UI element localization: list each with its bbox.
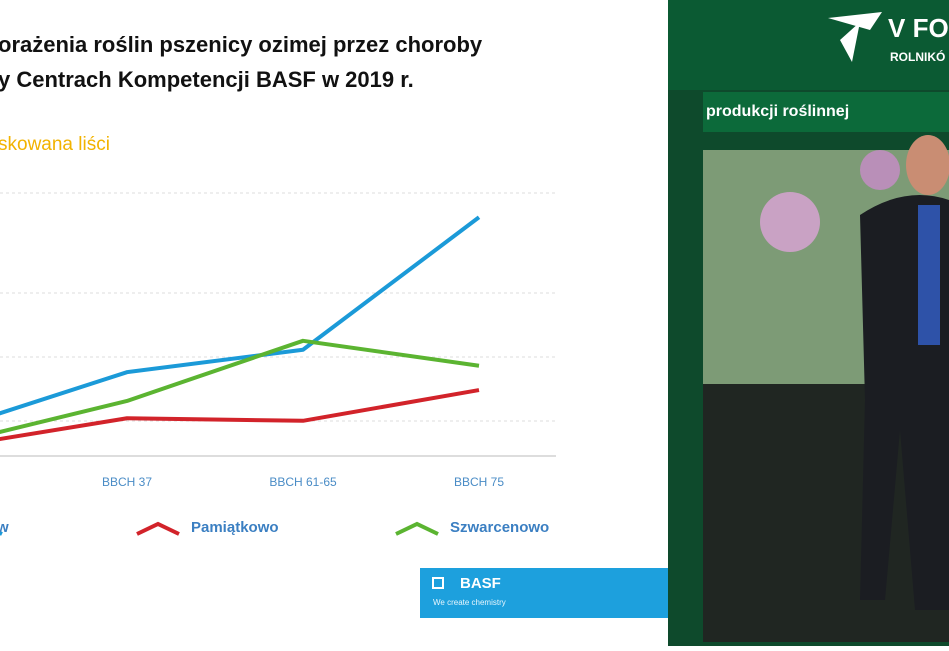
- banner-text: produkcji roślinnej: [706, 103, 849, 120]
- x-tick-label: BBCH 61-65: [269, 475, 337, 489]
- legend-label: Szwarcenowo: [450, 519, 549, 536]
- logo-icon: [432, 577, 444, 589]
- series-line: [0, 388, 480, 442]
- x-tick-label: BBCH 75: [454, 475, 504, 489]
- brand-sub: ROLNIKÓ: [890, 49, 945, 64]
- speaker-head: [906, 135, 949, 195]
- legend-label: Pamiątkowo: [191, 519, 279, 536]
- legend-marker: [136, 521, 180, 536]
- logo-name: BASF: [460, 575, 501, 592]
- slide: [0, 0, 668, 646]
- logo-tagline: We create chemistry: [433, 598, 506, 607]
- flower: [760, 192, 820, 252]
- slide-title: orażenia roślin pszenicy ozimej przez ch…: [0, 32, 483, 57]
- series-line: [0, 338, 480, 434]
- speaker-shirt: [918, 205, 940, 345]
- logo-bar: [420, 568, 668, 618]
- brand-icon: [828, 12, 882, 62]
- slide-title: y Centrach Kompetencji BASF w 2019 r.: [0, 67, 414, 92]
- flower: [860, 150, 900, 190]
- banner: [703, 92, 949, 132]
- slide-subtitle: skowana liści: [0, 134, 110, 155]
- video-header: [668, 0, 949, 90]
- plot: BBCH 37 BBCH 61-65 BBCH 75 w Pamiątkowo Szwar…: [0, 215, 549, 536]
- brand: V FO: [888, 13, 949, 43]
- x-tick-label: BBCH 37: [102, 475, 152, 489]
- series-line: [0, 215, 481, 416]
- legend-label: w: [0, 519, 9, 536]
- legend-marker: [395, 521, 439, 536]
